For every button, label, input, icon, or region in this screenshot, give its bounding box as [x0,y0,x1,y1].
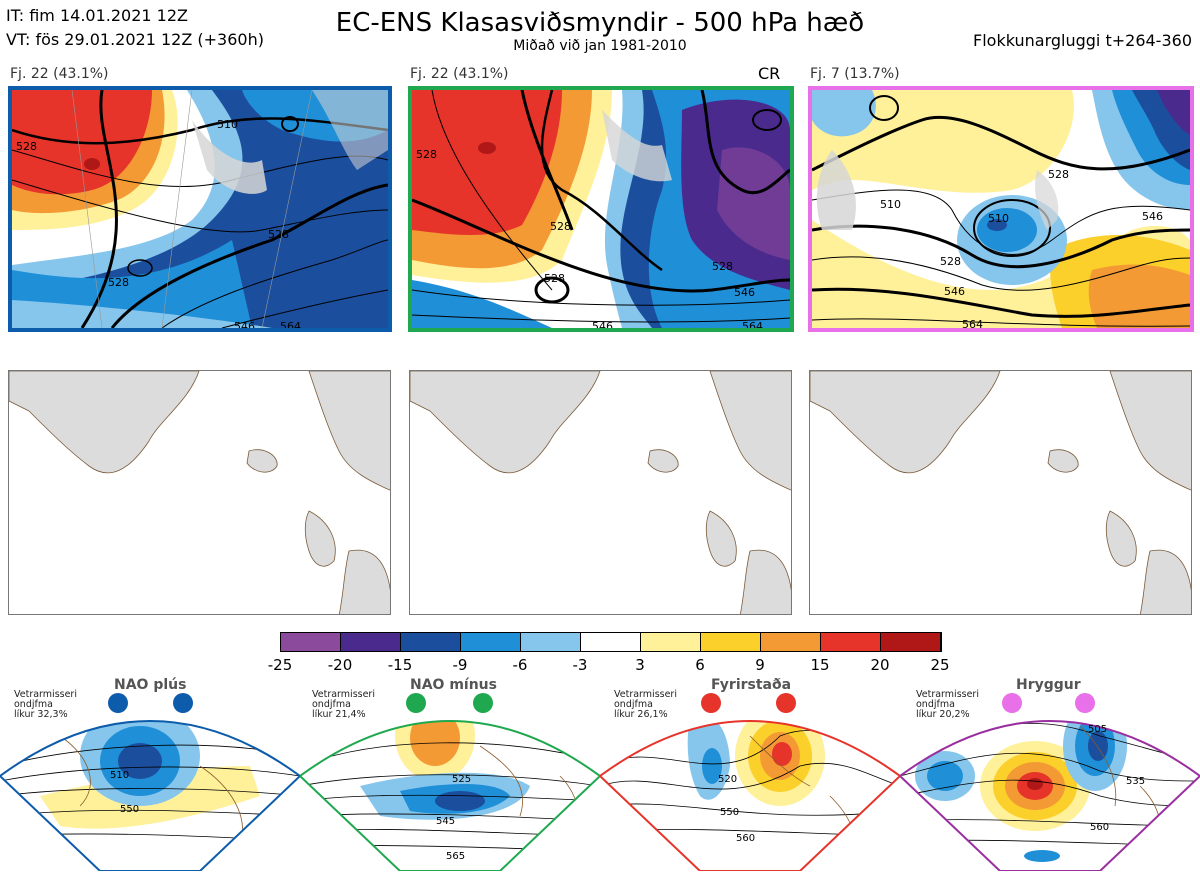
regime-1-contour-label: 510 [110,770,129,781]
regime-2-title: NAO mínus [410,677,497,693]
cluster-2-contour-label: 528 [712,260,733,273]
regime-3-dot [701,693,721,713]
colorbar-swatch [821,633,881,651]
cluster-2-contour-label: 528 [416,148,437,161]
cluster-1-label: Fj. 22 (43.1%) [10,66,109,82]
cluster-3-contour-label: 546 [1142,210,1163,223]
valid-time: VT: fös 29.01.2021 12Z (+360h) [6,30,264,49]
colorbar-swatch [581,633,641,651]
cluster-1-contour-label: 528 [108,276,129,289]
cluster-2-tag: CR [758,64,781,83]
colorbar-tick: 15 [810,656,830,674]
colorbar-tick: 9 [755,656,765,674]
colorbar-tick: -6 [512,656,528,674]
cluster-3-contour-label: 510 [988,212,1009,225]
regime-4-title: Hryggur [1016,677,1081,693]
colorbar-swatch [761,633,821,651]
regime-2-contour-label: 565 [446,851,465,862]
regime-blocking[interactable]: 520 550 560 [598,676,902,872]
colorbar-tick: 6 [695,656,705,674]
regime-4-contour-label: 560 [1090,822,1109,833]
empty-map-1 [8,370,391,615]
cluster-3-contour-label: 510 [880,198,901,211]
cluster-3-contour-label: 528 [1048,168,1069,181]
empty-map-3 [809,370,1192,615]
regime-1-title: NAO plús [114,677,187,693]
colorbar-swatch [341,633,401,651]
regime-2-dot [473,693,493,713]
initial-time: IT: fim 14.01.2021 12Z [6,6,188,25]
colorbar-tick: 3 [635,656,645,674]
regime-2-dot [406,693,426,713]
regime-3-note: Vetrarmisseri ondjfma líkur 26,1% [614,689,677,720]
cluster-2-contour-label: 564 [742,320,763,328]
colorbar-swatch [281,633,341,651]
clustering-window: Flokkunargluggi t+264-360 [973,31,1192,50]
regime-1-dot [173,693,193,713]
cluster-1-contour-label: 510 [217,118,238,131]
regime-3-title: Fyrirstaða [711,677,792,693]
cluster-2-contour-label: 528 [544,272,565,285]
regime-1-note: Vetrarmisseri ondjfma líkur 32,3% [14,689,77,720]
regime-4-contour-label: 505 [1088,724,1107,735]
regime-ridge[interactable]: 505 535 560 [898,676,1200,872]
cluster-1-map[interactable]: 510 528 528 528 546 564 [8,86,392,332]
cluster-2-label: Fj. 22 (43.1%) [410,66,509,82]
regime-4-note: Vetrarmisseri ondjfma líkur 20,2% [916,689,979,720]
cluster-1-contour-label: 528 [16,140,37,153]
colorbar-swatch [461,633,521,651]
cluster-2-contour-label: 528 [550,220,571,233]
cluster-2-map[interactable]: 528 528 528 528 546 546 564 [408,86,794,332]
colorbar-swatch [881,633,941,651]
cluster-3-label: Fj. 7 (13.7%) [810,66,900,82]
cluster-1-contour-label: 564 [280,320,301,328]
colorbar-tick: -20 [327,656,353,674]
colorbar-tick: -3 [572,656,588,674]
colorbar-swatch [701,633,761,651]
colorbar-tick: -15 [387,656,413,674]
cluster-1-contour-label: 528 [268,228,289,241]
cluster-3-contour-label: 546 [944,285,965,298]
empty-map-2 [409,370,792,615]
page-subtitle: Miðað við jan 1981-2010 [513,38,687,54]
regime-1-dot [108,693,128,713]
colorbar-swatch [641,633,701,651]
colorbar-swatch [401,633,461,651]
colorbar-tick: -25 [267,656,293,674]
cluster-3-map[interactable]: 528 510 510 528 546 546 564 [808,86,1194,332]
regime-3-contour-label: 520 [718,774,737,785]
colorbar-tick: -9 [452,656,468,674]
regime-1-contour-label: 550 [120,804,139,815]
colorbar-tick: 25 [930,656,950,674]
regime-4-contour-label: 535 [1126,776,1145,787]
regime-3-dot [776,693,796,713]
regime-4-dot [1002,693,1022,713]
regime-3-contour-label: 550 [720,807,739,818]
colorbar-swatch [521,633,581,651]
regime-2-contour-label: 525 [452,774,471,785]
regime-nao-plus[interactable]: 510 550 [0,676,302,872]
regime-2-contour-label: 545 [436,816,455,827]
regime-2-note: Vetrarmisseri ondjfma líkur 21,4% [312,689,375,720]
cluster-1-contour-label: 546 [234,320,255,328]
page-title: EC-ENS Klasasviðsmyndir - 500 hPa hæð [335,8,865,38]
cluster-3-contour-label: 564 [962,318,983,328]
regime-nao-minus[interactable]: 525 545 565 [298,676,602,872]
regime-4-dot [1075,693,1095,713]
cluster-2-contour-label: 546 [734,286,755,299]
colorbar-tick: 20 [870,656,890,674]
cluster-3-contour-label: 528 [940,255,961,268]
colorbar [280,632,942,652]
regime-3-contour-label: 560 [736,833,755,844]
cluster-2-contour-label: 546 [592,320,613,328]
